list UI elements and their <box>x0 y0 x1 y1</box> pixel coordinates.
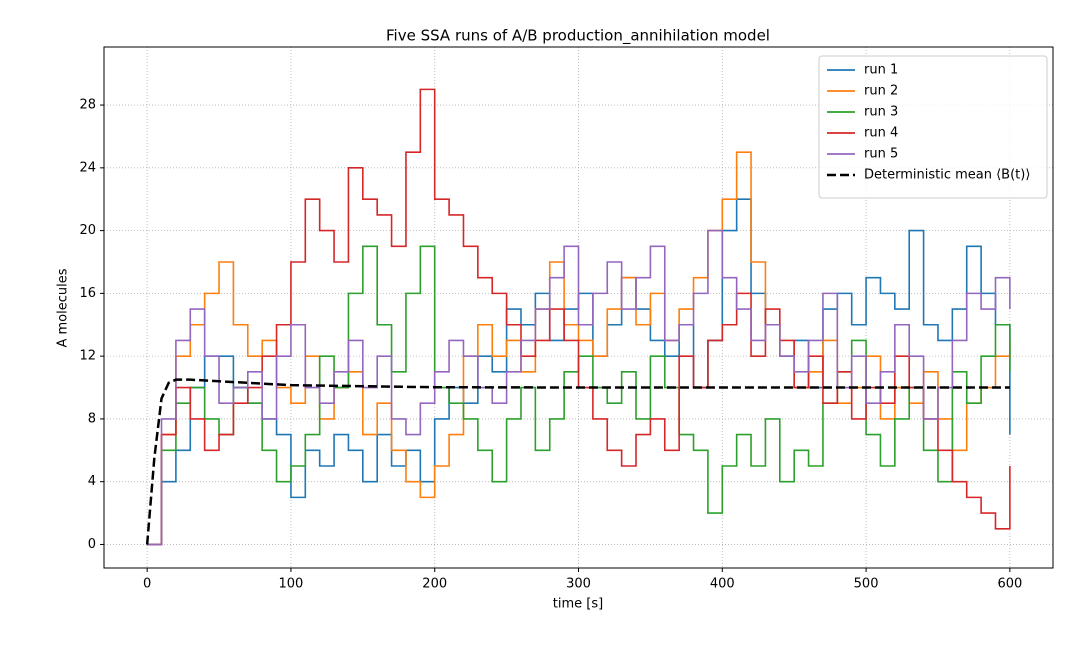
y-tick-label: 8 <box>88 411 96 426</box>
x-tick-label: 300 <box>566 577 591 592</box>
y-tick-label: 24 <box>79 160 96 175</box>
x-tick-label: 100 <box>279 577 304 592</box>
x-tick-label: 500 <box>854 577 879 592</box>
x-tick-label: 400 <box>710 577 735 592</box>
x-tick-label: 200 <box>422 577 447 592</box>
legend-label: run 1 <box>864 63 898 78</box>
legend-label: Deterministic mean ⟨B(t)⟩ <box>864 168 1030 183</box>
y-tick-label: 16 <box>79 286 96 301</box>
y-tick-label: 20 <box>79 223 96 238</box>
y-tick-label: 28 <box>79 98 96 113</box>
legend-label: run 2 <box>864 84 898 99</box>
y-tick-label: 0 <box>88 537 96 552</box>
series-line <box>147 229 1011 546</box>
series-line <box>145 378 1010 545</box>
x-axis-label: time [s] <box>553 597 603 612</box>
legend-box <box>818 55 1048 199</box>
x-tick-label: 0 <box>143 577 151 592</box>
y-axis-label: A molecules <box>56 268 71 347</box>
legend-label: run 3 <box>864 105 898 120</box>
legend-label: run 5 <box>864 147 898 162</box>
axes-frame <box>103 46 1054 569</box>
legend-label: run 4 <box>864 126 898 141</box>
y-tick-label: 12 <box>79 349 96 364</box>
chart-title: Five SSA runs of A/B production_annihila… <box>386 27 770 46</box>
series-line <box>147 198 1011 546</box>
x-tick-label: 600 <box>997 577 1022 592</box>
y-tick-label: 4 <box>88 474 96 489</box>
